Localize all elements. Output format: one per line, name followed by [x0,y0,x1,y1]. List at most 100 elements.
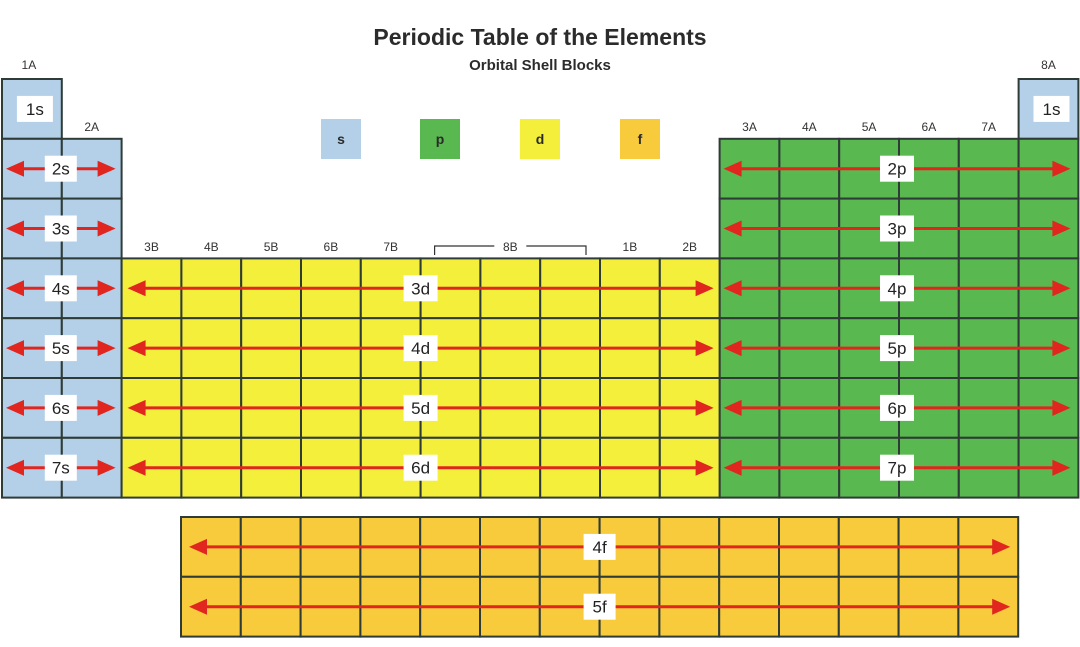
arrowhead [723,340,742,357]
orbital-row-2s: 2s [44,155,77,182]
group-label-4a: 4A [802,120,817,134]
orbital-label: 6d [411,459,430,478]
label-box [403,335,438,362]
label-box [880,215,914,242]
group-label-7b: 7B [383,240,398,254]
label-box [403,454,438,481]
arrowhead [97,399,116,416]
orbital-label: 3s [52,220,70,239]
label-box [44,335,77,362]
orbital-row-5f: 5f [583,593,616,620]
legend-swatch-s: s [321,119,361,159]
orbital-label: 5f [593,598,607,617]
label-box [44,454,77,481]
group-8b-label-bg [494,238,527,253]
arrowhead [127,340,146,357]
arrowhead [723,220,742,237]
group-label-7a: 7A [981,120,996,134]
orbital-label: 6s [52,399,70,418]
arrowhead [1052,399,1071,416]
arrowhead [723,399,742,416]
group-label-5a: 5A [862,120,877,134]
group-label-2a: 2A [84,120,99,134]
arrowhead [723,280,742,297]
orbital-label: 2p [888,160,907,179]
arrowhead [695,459,714,476]
orbital-label: 4d [411,339,430,358]
label-box [880,394,914,421]
label-box [880,155,914,182]
label-box [880,335,914,362]
orbital-row-4d: 4d [403,335,438,362]
orbital-label: 6p [888,399,907,418]
orbital-row-4s: 4s [44,275,77,302]
arrowhead [695,399,714,416]
group-label-5b: 5B [264,240,279,254]
arrowhead [723,459,742,476]
arrowhead [6,340,24,357]
orbital-row-7s: 7s [44,454,77,481]
label-box [44,215,77,242]
group-label-4b: 4B [204,240,219,254]
arrowhead [97,340,116,357]
orbital-label: 1s [1043,100,1061,119]
orbital-label: 4s [52,279,70,298]
arrowhead [6,280,24,297]
orbital-row-6d: 6d [403,454,438,481]
label-box [583,593,616,620]
orbital-row-6p: 6p [880,394,914,421]
group-label-1a: 1A [22,58,37,72]
orbital-row-3p: 3p [880,215,914,242]
orbital-label: 7s [52,459,70,478]
label-box [403,394,438,421]
orbital-row-4p: 4p [880,275,914,302]
arrowhead [6,459,24,476]
group-label-6a: 6A [922,120,937,134]
arrowhead [127,459,146,476]
arrowhead [1052,160,1071,177]
arrowhead [189,538,207,555]
orbital-row-5d: 5d [403,394,438,421]
arrowhead [97,280,116,297]
page-subtitle: Orbital Shell Blocks [469,57,611,74]
group-label-2b: 2B [682,240,697,254]
group-label-6b: 6B [324,240,339,254]
label-1s-right: 1s [1033,95,1070,122]
arrowhead [97,160,116,177]
orbital-row-3s: 3s [44,215,77,242]
arrowhead [127,399,146,416]
orbital-label: 5d [411,399,430,418]
orbital-label: 5p [888,339,907,358]
label-box [403,275,438,302]
orbital-row-5s: 5s [44,335,77,362]
label-box [44,155,77,182]
orbital-label: 3p [888,220,907,239]
arrowhead [1052,280,1071,297]
arrowhead [1052,459,1071,476]
group-label-8b: 8B [503,240,518,254]
arrowhead [992,598,1011,615]
arrowhead [1052,340,1071,357]
arrowhead [189,598,207,615]
arrowhead [723,160,742,177]
orbital-row-4f: 4f [583,533,616,560]
label-box [583,533,616,560]
arrowhead [695,280,714,297]
arrowhead [992,538,1011,555]
arrowhead [127,280,146,297]
group-label-1b: 1B [623,240,638,254]
label-box [1033,95,1070,122]
orbital-label: 2s [52,160,70,179]
arrowhead [6,220,24,237]
orbital-row-5p: 5p [880,335,914,362]
arrowhead [695,340,714,357]
legend-swatch-p: p [420,119,460,159]
legend-swatch-d: d [520,119,560,159]
orbital-label: 4f [593,538,607,557]
orbital-row-7p: 7p [880,454,914,481]
orbital-label: 4p [888,279,907,298]
arrowhead [6,399,24,416]
group-label-3a: 3A [742,120,757,134]
